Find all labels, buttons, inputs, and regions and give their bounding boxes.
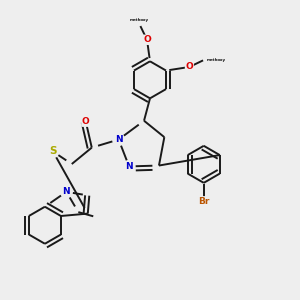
Text: O: O [185,62,193,71]
Text: N: N [63,187,70,196]
Text: N: N [115,135,122,144]
Text: methoxy: methoxy [207,58,226,62]
Text: N: N [125,162,133,171]
Text: methoxy: methoxy [130,18,149,22]
Text: methoxy: methoxy [130,18,149,22]
Text: S: S [49,146,57,157]
Text: O: O [185,62,193,71]
Text: Br: Br [198,197,209,206]
Text: Br: Br [198,197,209,206]
Text: O: O [82,117,90,126]
Text: N: N [63,187,70,196]
Text: N: N [115,135,122,144]
Text: N: N [125,162,133,171]
Text: O: O [143,35,151,44]
Text: O: O [82,117,90,126]
Text: O: O [143,35,151,44]
Text: methoxy: methoxy [206,58,226,62]
Text: S: S [49,146,57,157]
